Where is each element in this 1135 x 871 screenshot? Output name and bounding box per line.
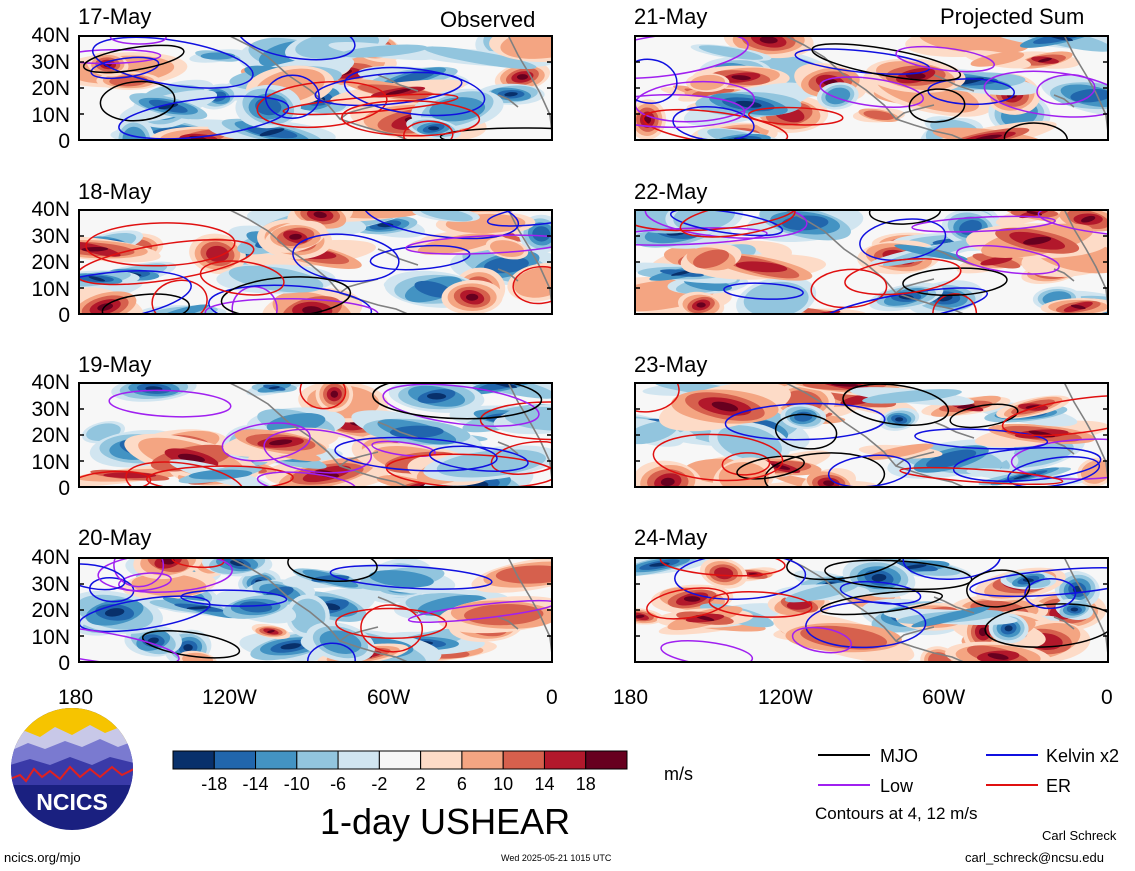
panel-date: 17-May <box>78 4 152 29</box>
panel-date: 23-May <box>634 352 708 377</box>
map-panel <box>634 557 1109 663</box>
x-tick-label: 0 <box>1101 686 1113 709</box>
legend-swatch-low <box>818 784 870 786</box>
x-tick-label: 180 <box>613 686 649 709</box>
colorbar-swatch <box>585 750 628 770</box>
map-panel <box>634 35 1109 141</box>
colorbar-swatch <box>255 750 298 770</box>
x-tick-label: 60W <box>922 686 966 709</box>
map-panel <box>78 209 553 315</box>
colorbar-tick-label: -10 <box>283 774 310 794</box>
y-tick-label: 30N <box>31 50 70 74</box>
map-panel <box>634 209 1109 315</box>
map-panel <box>78 35 553 141</box>
logo-text: NCICS <box>36 789 108 815</box>
panel-date: 18-May <box>78 179 152 204</box>
footer-author: Carl Schreck <box>1042 828 1117 843</box>
y-tick-label: 30N <box>31 224 70 248</box>
y-tick-label: 20N <box>31 77 70 100</box>
map-panel <box>78 382 553 488</box>
y-tick-label: 40N <box>31 546 70 569</box>
colorbar-swatch <box>502 750 545 770</box>
y-tick-label: 40N <box>31 24 70 47</box>
footer-url: ncics.org/mjo <box>4 850 81 865</box>
colorbar-swatch <box>172 750 215 770</box>
panel-date: 22-May <box>634 179 708 204</box>
panel-date: 19-May <box>78 352 152 377</box>
y-tick-label: 30N <box>31 397 70 421</box>
y-tick-label: 10N <box>31 103 70 127</box>
panel-date: 21-May <box>634 4 708 29</box>
y-tick-label: 0 <box>58 652 70 675</box>
colorbar-swatch <box>337 750 380 770</box>
x-tick-label: 120W <box>758 686 813 709</box>
y-tick-label: 10N <box>31 450 70 474</box>
panel-date: 24-May <box>634 525 708 550</box>
x-tick-label: 180 <box>58 686 94 709</box>
colorbar-tick-label: -6 <box>330 774 347 794</box>
y-tick-label: 10N <box>31 277 70 301</box>
ncics-logo: NCICS <box>11 708 133 830</box>
y-tick-label: 40N <box>31 371 70 394</box>
legend-swatch-kelvin <box>986 754 1038 756</box>
colorbar-tick-label: 2 <box>415 774 426 794</box>
y-tick-label: 20N <box>31 251 70 274</box>
legend-swatch-er <box>986 784 1038 786</box>
colorbar-swatch <box>378 750 422 770</box>
y-tick-label: 20N <box>31 424 70 447</box>
legend-label-low: Low <box>880 776 914 796</box>
y-tick-label: 0 <box>58 130 70 153</box>
colorbar-tick-label: 14 <box>534 774 555 794</box>
y-tick-label: 20N <box>31 599 70 622</box>
colorbar-swatch <box>461 750 504 770</box>
projected-label: Projected Sum <box>940 4 1085 29</box>
colorbar <box>172 750 628 770</box>
y-tick-label: 40N <box>31 198 70 221</box>
colorbar-tick-label: 6 <box>456 774 467 794</box>
x-tick-label: 60W <box>367 686 411 709</box>
legend-label-mjo: MJO <box>880 746 918 766</box>
x-tick-label: 0 <box>546 686 558 709</box>
footer-timestamp: Wed 2025-05-21 1015 UTC <box>501 853 612 863</box>
y-tick-label: 10N <box>31 625 70 649</box>
colorbar-tick-label: 18 <box>575 774 596 794</box>
colorbar-units: m/s <box>664 764 693 784</box>
colorbar-swatch <box>420 750 463 770</box>
x-tick-label: 120W <box>202 686 257 709</box>
colorbar-tick-label: -18 <box>201 774 228 794</box>
legend-swatch-mjo <box>818 754 870 756</box>
y-tick-label: 0 <box>58 477 70 500</box>
colorbar-tick-label: -14 <box>242 774 269 794</box>
colorbar-tick-label: 10 <box>493 774 514 794</box>
panel-date: 20-May <box>78 525 152 550</box>
legend-label-er: ER <box>1046 776 1072 796</box>
contours-note: Contours at 4, 12 m/s <box>815 804 978 823</box>
footer-email: carl_schreck@ncsu.edu <box>965 850 1104 865</box>
colorbar-swatch <box>543 750 587 770</box>
map-panel <box>78 557 553 663</box>
colorbar-swatch <box>213 750 257 770</box>
y-tick-label: 0 <box>58 304 70 327</box>
observed-label: Observed <box>440 7 536 32</box>
legend-label-kelvin: Kelvin x2 <box>1046 746 1120 766</box>
map-panel <box>634 382 1109 488</box>
colorbar-tick-label: -2 <box>371 774 388 794</box>
y-tick-label: 30N <box>31 572 70 596</box>
colorbar-swatch <box>296 750 339 770</box>
figure-title: 1-day USHEAR <box>320 801 571 842</box>
